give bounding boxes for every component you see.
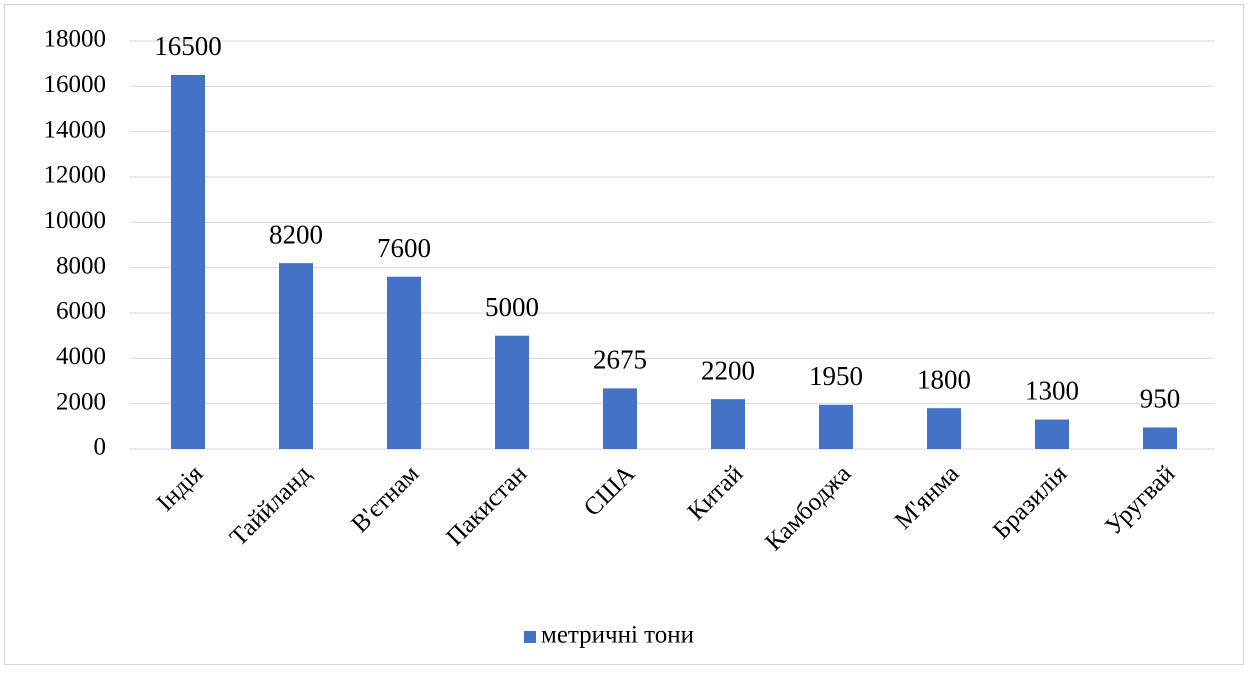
data-label: 950 — [1140, 384, 1181, 414]
bar — [711, 399, 745, 449]
y-tick-label: 0 — [94, 434, 107, 461]
bar — [171, 75, 205, 449]
bar — [1035, 419, 1069, 449]
bar — [279, 263, 313, 449]
bar — [819, 404, 853, 449]
legend-swatch — [524, 631, 536, 643]
data-label: 5000 — [485, 292, 539, 322]
data-label: 1800 — [917, 364, 971, 394]
data-label: 2200 — [701, 355, 755, 385]
chart-border — [4, 4, 1244, 665]
bar — [927, 408, 961, 449]
y-tick-label: 4000 — [56, 343, 106, 370]
data-label: 8200 — [269, 219, 323, 249]
bar — [387, 276, 421, 449]
data-label: 16500 — [154, 31, 222, 61]
y-tick-label: 18000 — [44, 26, 107, 53]
y-tick-label: 6000 — [56, 298, 106, 325]
legend-label: метричні тони — [541, 622, 694, 649]
y-tick-label: 14000 — [44, 116, 107, 143]
data-label: 1950 — [809, 361, 863, 391]
bar — [603, 388, 637, 449]
y-tick-label: 2000 — [56, 388, 106, 415]
y-tick-label: 16000 — [44, 71, 107, 98]
y-tick-label: 10000 — [44, 207, 107, 234]
data-label: 1300 — [1025, 376, 1079, 406]
bar — [1143, 427, 1177, 449]
data-label: 7600 — [377, 233, 431, 263]
data-label: 2675 — [593, 345, 647, 375]
y-tick-label: 12000 — [44, 162, 107, 189]
bar — [495, 335, 529, 449]
y-tick-label: 8000 — [56, 252, 106, 279]
